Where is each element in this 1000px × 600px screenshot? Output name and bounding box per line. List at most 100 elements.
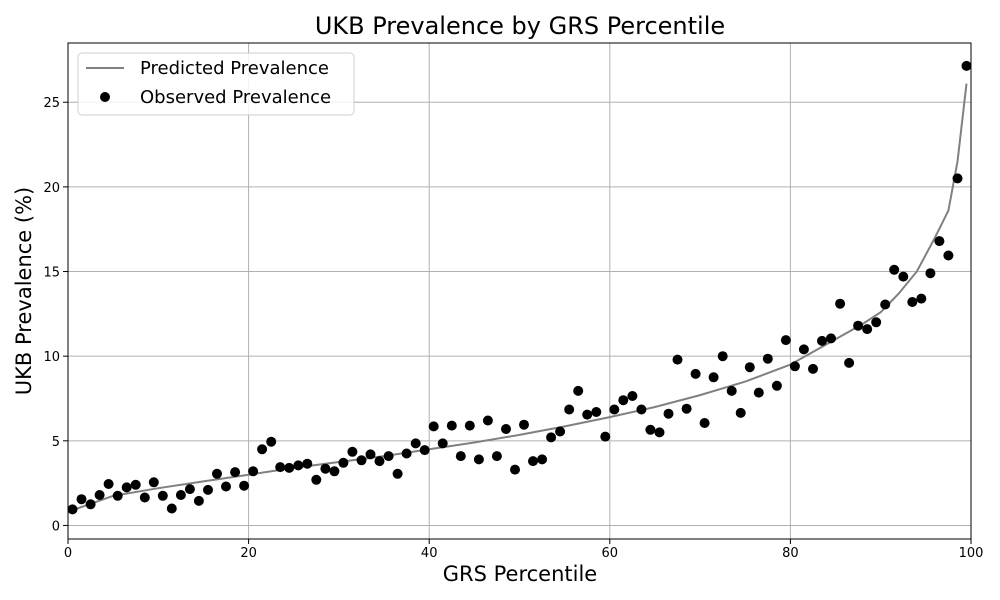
observed-point	[780, 335, 791, 346]
observed-point	[753, 387, 764, 398]
observed-point	[564, 404, 575, 415]
observed-point	[573, 385, 584, 396]
observed-point	[735, 407, 746, 418]
observed-point	[952, 173, 963, 184]
observed-point	[844, 357, 855, 368]
observed-point	[356, 455, 367, 466]
x-tick-label: 0	[64, 546, 72, 561]
observed-point	[338, 457, 349, 468]
observed-point	[121, 482, 132, 493]
observed-point	[744, 362, 755, 373]
observed-point	[248, 466, 259, 477]
observed-point	[663, 408, 674, 419]
observed-point	[347, 446, 358, 457]
observed-point	[230, 467, 241, 478]
observed-point	[546, 432, 557, 443]
y-tick-label: 0	[52, 519, 60, 534]
observed-point	[184, 484, 195, 495]
x-tick-label: 100	[959, 546, 984, 561]
y-tick-label: 10	[43, 350, 60, 365]
observed-point	[392, 468, 403, 479]
observed-point	[419, 445, 430, 456]
observed-point	[889, 264, 900, 275]
observed-point	[148, 477, 159, 488]
observed-point	[717, 351, 728, 362]
observed-point	[139, 492, 150, 503]
observed-point	[383, 451, 394, 462]
observed-point	[94, 490, 105, 500]
observed-point	[491, 451, 502, 462]
x-tick-label: 20	[240, 546, 257, 561]
observed-point	[528, 456, 538, 467]
observed-point	[681, 403, 692, 414]
observed-point	[916, 293, 927, 304]
observed-point	[365, 449, 376, 460]
observed-point	[609, 404, 620, 415]
observed-point	[130, 479, 141, 490]
observed-point	[636, 404, 647, 415]
x-tick-label: 80	[782, 546, 799, 561]
y-axis: 0 5 10 15 20 25	[43, 96, 68, 534]
observed-point	[410, 438, 421, 449]
x-axis-label: GRS Percentile	[443, 562, 597, 586]
observed-point	[437, 438, 448, 449]
observed-point	[943, 250, 954, 261]
observed-point	[257, 444, 268, 455]
observed-point	[446, 420, 457, 431]
plot-frame	[67, 42, 972, 540]
observed-point	[329, 466, 340, 477]
observed-point	[320, 463, 331, 474]
observed-point	[880, 299, 891, 310]
observed-point	[961, 60, 972, 71]
legend: Predicted Prevalence Observed Prevalence	[77, 52, 355, 116]
legend-point-swatch	[100, 92, 110, 102]
observed-point	[302, 458, 313, 469]
observed-point	[166, 503, 177, 514]
observed-point	[762, 353, 773, 364]
observed-point	[672, 354, 683, 365]
observed-series	[67, 60, 972, 515]
observed-point	[203, 484, 213, 495]
legend-box	[77, 52, 355, 116]
observed-point	[618, 395, 629, 406]
x-tick-label: 60	[602, 546, 619, 561]
observed-point	[871, 317, 882, 328]
observed-point	[582, 409, 593, 420]
observed-point	[519, 419, 529, 430]
observed-point	[311, 474, 322, 485]
grid	[67, 43, 972, 539]
observed-point	[555, 426, 566, 437]
x-tick-label: 40	[421, 546, 438, 561]
observed-point	[85, 499, 96, 510]
observed-point	[221, 481, 231, 492]
observed-point	[853, 320, 864, 331]
observed-point	[239, 480, 250, 491]
observed-point	[645, 424, 656, 435]
observed-point	[473, 454, 484, 465]
observed-point	[112, 490, 123, 501]
observed-point	[275, 462, 286, 473]
observed-point	[835, 298, 846, 309]
legend-label-observed: Observed Prevalence	[140, 87, 331, 108]
chart-title: UKB Prevalence by GRS Percentile	[315, 12, 725, 40]
observed-point	[374, 456, 385, 467]
observed-point	[934, 236, 945, 247]
y-axis-label: UKB Prevalence (%)	[12, 187, 36, 395]
y-tick-label: 5	[52, 435, 60, 450]
legend-label-predicted: Predicted Prevalence	[140, 58, 329, 79]
predicted-prevalence-line	[72, 83, 968, 512]
observed-point	[266, 436, 277, 447]
observed-point	[284, 462, 295, 473]
y-tick-label: 15	[43, 266, 60, 281]
observed-point	[193, 495, 204, 506]
observed-point	[699, 418, 710, 428]
observed-point	[455, 451, 466, 462]
observed-point	[482, 415, 493, 426]
observed-point	[591, 407, 602, 417]
observed-point	[654, 427, 665, 438]
observed-point	[537, 454, 548, 465]
observed-point	[708, 372, 719, 383]
observed-point	[771, 380, 782, 391]
observed-point	[428, 421, 439, 432]
y-tick-label: 25	[43, 96, 60, 111]
